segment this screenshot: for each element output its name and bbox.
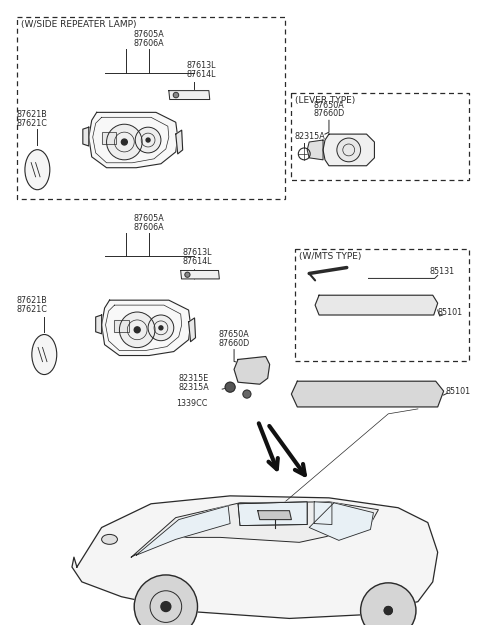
Polygon shape xyxy=(309,503,373,540)
Polygon shape xyxy=(131,502,378,557)
Bar xyxy=(114,320,129,331)
Polygon shape xyxy=(176,130,183,154)
Text: (W/SIDE REPEATER LAMP): (W/SIDE REPEATER LAMP) xyxy=(21,21,136,30)
Polygon shape xyxy=(83,127,89,146)
Text: 87613L: 87613L xyxy=(183,248,212,257)
Circle shape xyxy=(134,327,140,333)
Circle shape xyxy=(148,315,174,341)
Ellipse shape xyxy=(25,150,50,190)
Circle shape xyxy=(225,382,235,392)
Circle shape xyxy=(135,127,161,153)
Text: 82315E: 82315E xyxy=(179,374,209,383)
Text: 87605A: 87605A xyxy=(134,30,165,40)
Polygon shape xyxy=(89,113,178,168)
Polygon shape xyxy=(258,511,291,520)
Polygon shape xyxy=(180,270,219,279)
Circle shape xyxy=(146,138,150,142)
Polygon shape xyxy=(102,300,191,355)
Text: 87621B: 87621B xyxy=(17,296,48,305)
Circle shape xyxy=(384,606,392,615)
Bar xyxy=(291,92,469,180)
Bar xyxy=(114,320,129,331)
Circle shape xyxy=(134,575,197,629)
Polygon shape xyxy=(323,134,374,166)
Circle shape xyxy=(161,601,171,611)
Text: 87606A: 87606A xyxy=(134,39,164,48)
Polygon shape xyxy=(72,496,438,618)
Bar xyxy=(295,249,469,362)
Polygon shape xyxy=(315,295,438,315)
Ellipse shape xyxy=(102,535,118,544)
Text: 87605A: 87605A xyxy=(134,214,165,223)
Text: 87660D: 87660D xyxy=(313,109,345,118)
Polygon shape xyxy=(234,357,270,384)
Circle shape xyxy=(337,138,360,162)
Text: 85131: 85131 xyxy=(430,267,455,276)
Text: 85101: 85101 xyxy=(438,308,463,317)
Ellipse shape xyxy=(32,335,57,374)
Circle shape xyxy=(173,92,179,97)
Text: 87614L: 87614L xyxy=(183,257,212,265)
Text: 85101: 85101 xyxy=(445,387,471,396)
Text: 87606A: 87606A xyxy=(134,223,164,232)
Circle shape xyxy=(360,583,416,629)
Bar xyxy=(102,132,117,144)
Text: 87660D: 87660D xyxy=(218,338,250,348)
Text: 87650A: 87650A xyxy=(219,330,250,339)
Bar xyxy=(102,132,117,144)
Text: 87613L: 87613L xyxy=(187,61,216,70)
Bar xyxy=(17,18,286,199)
Text: 87621B: 87621B xyxy=(17,111,48,120)
Text: 87614L: 87614L xyxy=(187,70,216,79)
Text: (LEVER TYPE): (LEVER TYPE) xyxy=(295,96,356,104)
Polygon shape xyxy=(189,318,195,342)
Polygon shape xyxy=(169,91,210,99)
Polygon shape xyxy=(307,140,323,160)
Circle shape xyxy=(159,326,163,330)
Circle shape xyxy=(121,139,127,145)
Text: 82315A: 82315A xyxy=(294,132,325,141)
Text: 87650A: 87650A xyxy=(313,101,344,109)
Text: 87621C: 87621C xyxy=(17,120,48,128)
Polygon shape xyxy=(291,381,444,407)
Text: (W/MTS TYPE): (W/MTS TYPE) xyxy=(300,252,362,261)
Text: 87621C: 87621C xyxy=(17,305,48,314)
Polygon shape xyxy=(314,502,332,525)
Circle shape xyxy=(243,390,251,398)
Polygon shape xyxy=(96,315,102,334)
Text: 82315A: 82315A xyxy=(179,383,209,392)
Polygon shape xyxy=(238,502,307,525)
Polygon shape xyxy=(136,506,230,555)
Circle shape xyxy=(185,272,190,277)
Circle shape xyxy=(107,125,142,160)
Circle shape xyxy=(120,312,155,348)
Text: 1339CC: 1339CC xyxy=(176,399,207,408)
